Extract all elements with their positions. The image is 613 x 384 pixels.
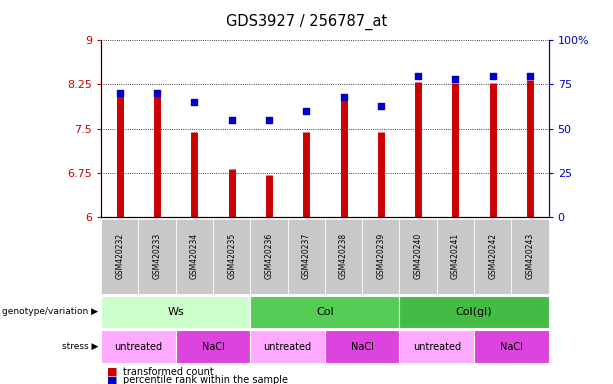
Text: GSM420233: GSM420233 (153, 233, 162, 280)
Text: Ws: Ws (167, 307, 184, 317)
Text: GSM420240: GSM420240 (414, 233, 422, 280)
Text: GSM420235: GSM420235 (227, 233, 236, 280)
Text: Col: Col (316, 307, 333, 317)
Text: GSM420234: GSM420234 (190, 233, 199, 280)
Point (338, 94, 348, 100)
Text: untreated: untreated (115, 341, 162, 352)
Text: GSM420241: GSM420241 (451, 233, 460, 280)
Text: untreated: untreated (264, 341, 311, 352)
Point (152, 90, 162, 96)
Text: ■: ■ (107, 375, 118, 384)
Point (413, 73, 423, 79)
Point (451, 76, 460, 82)
Point (264, 117, 274, 123)
Text: NaCl: NaCl (351, 341, 373, 352)
Point (376, 103, 386, 109)
Text: GSM420232: GSM420232 (115, 233, 124, 280)
Point (488, 73, 498, 79)
Text: genotype/variation ▶: genotype/variation ▶ (2, 308, 98, 316)
Text: NaCl: NaCl (500, 341, 523, 352)
Text: untreated: untreated (413, 341, 461, 352)
Text: stress ▶: stress ▶ (62, 342, 98, 351)
Text: Col(gl): Col(gl) (455, 307, 492, 317)
Text: GSM420242: GSM420242 (488, 233, 497, 280)
Text: GDS3927 / 256787_at: GDS3927 / 256787_at (226, 13, 387, 30)
Text: ■: ■ (107, 367, 118, 377)
Point (302, 108, 311, 114)
Text: NaCl: NaCl (202, 341, 224, 352)
Text: GSM420236: GSM420236 (264, 233, 273, 280)
Point (115, 90, 124, 96)
Text: GSM420237: GSM420237 (302, 233, 311, 280)
Point (227, 117, 237, 123)
Point (525, 73, 535, 79)
Text: GSM420243: GSM420243 (525, 233, 535, 280)
Point (189, 99, 199, 105)
Text: transformed count: transformed count (123, 367, 213, 377)
Text: GSM420239: GSM420239 (376, 233, 386, 280)
Text: GSM420238: GSM420238 (339, 233, 348, 280)
Text: percentile rank within the sample: percentile rank within the sample (123, 375, 287, 384)
